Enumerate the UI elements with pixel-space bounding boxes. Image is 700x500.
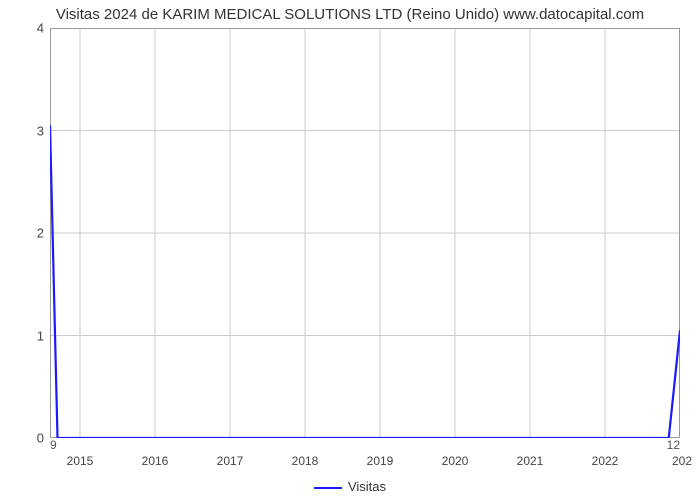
legend-label: Visitas bbox=[348, 479, 386, 494]
x-tick-label: 2021 bbox=[517, 454, 544, 468]
x-tick-label: 2020 bbox=[442, 454, 469, 468]
x-tick-label: 2022 bbox=[592, 454, 619, 468]
y-tick-label: 4 bbox=[4, 21, 44, 36]
y-tick-label: 1 bbox=[4, 328, 44, 343]
chart-container: Visitas 2024 de KARIM MEDICAL SOLUTIONS … bbox=[0, 0, 700, 500]
secondary-label-top-left: 9 bbox=[50, 438, 57, 452]
y-tick-label: 3 bbox=[4, 123, 44, 138]
y-tick-label: 0 bbox=[4, 431, 44, 446]
x-tick-label: 2017 bbox=[217, 454, 244, 468]
y-tick-label: 2 bbox=[4, 226, 44, 241]
x-tick-label: 2019 bbox=[367, 454, 394, 468]
chart-title: Visitas 2024 de KARIM MEDICAL SOLUTIONS … bbox=[0, 0, 700, 23]
plot-area bbox=[50, 28, 680, 438]
legend: Visitas bbox=[0, 479, 700, 494]
x-tick-label-partial: 202 bbox=[672, 454, 692, 468]
legend-swatch bbox=[314, 487, 342, 489]
x-tick-label: 2016 bbox=[142, 454, 169, 468]
secondary-label-bottom-right: 12 bbox=[667, 438, 680, 452]
x-tick-label: 2018 bbox=[292, 454, 319, 468]
x-tick-label: 2015 bbox=[67, 454, 94, 468]
